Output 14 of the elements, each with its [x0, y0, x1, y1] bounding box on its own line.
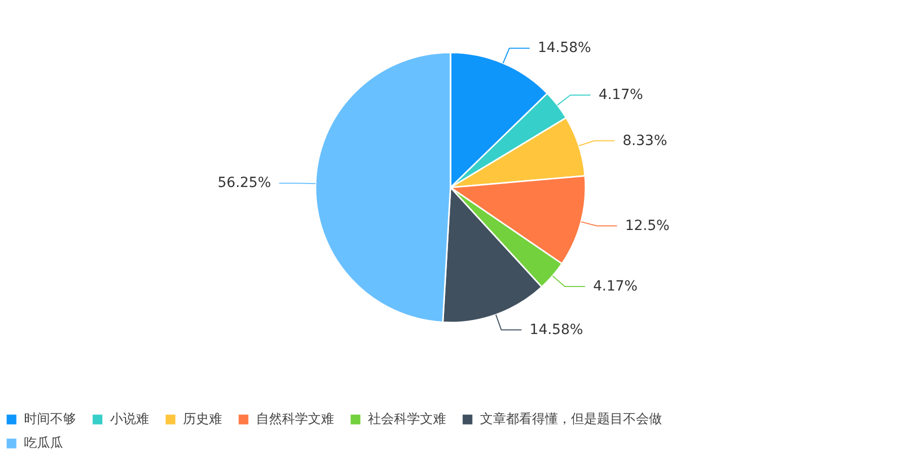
data-label: 4.17% [593, 278, 638, 295]
legend-label: 历史难 [183, 411, 222, 428]
data-label: 56.25% [218, 175, 272, 192]
data-label: 8.33% [622, 132, 668, 149]
legend-label: 自然科学文难 [256, 411, 334, 428]
data-label: 4.17% [598, 87, 644, 104]
legend-label: 吃瓜瓜 [24, 435, 63, 452]
data-label: 14.58% [538, 40, 592, 56]
data-label: 12.5% [625, 218, 670, 234]
legend-label: 小说难 [110, 411, 149, 428]
legend-label: 文章都看得懂，但是题目不会做 [480, 411, 662, 428]
data-label: 14.58% [530, 322, 584, 338]
legend-label: 时间不够 [24, 411, 76, 428]
legend-label: 社会科学文难 [368, 411, 446, 428]
